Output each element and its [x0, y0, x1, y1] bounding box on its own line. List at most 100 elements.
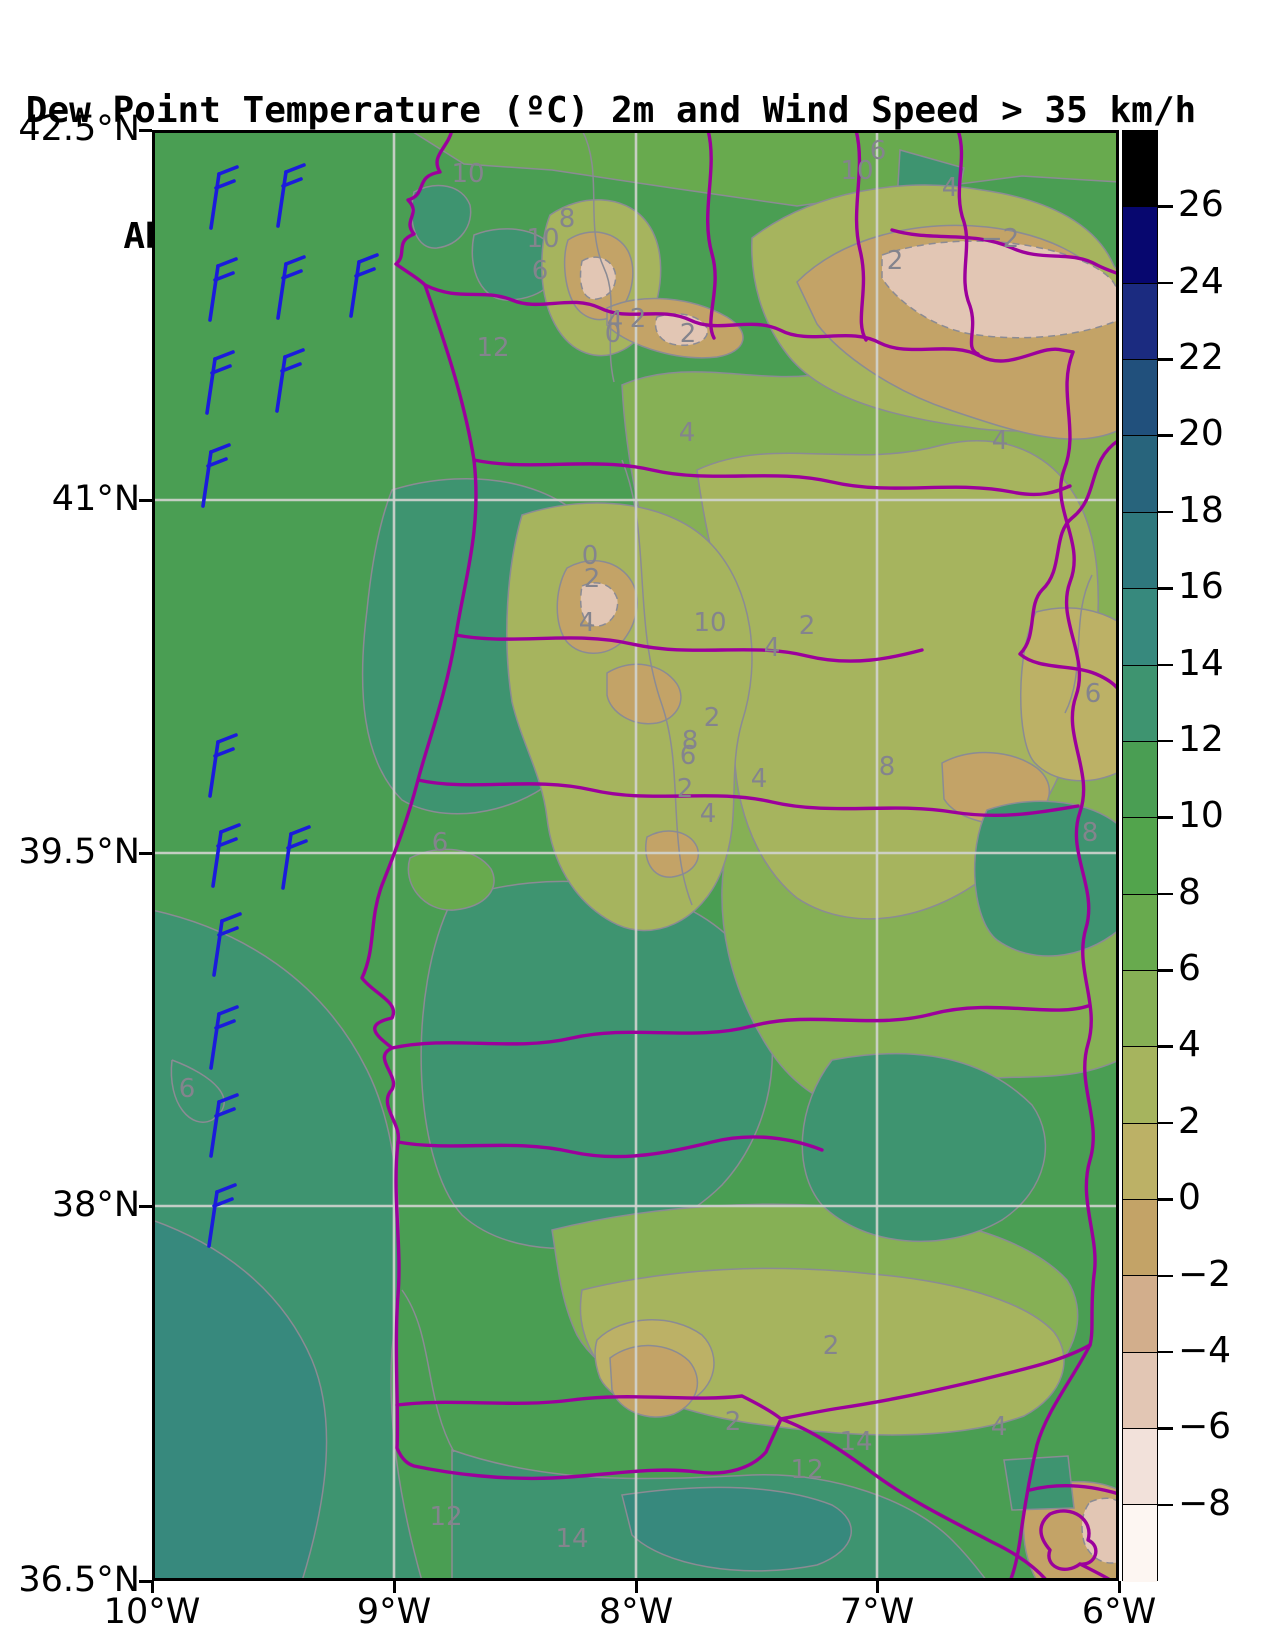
contour-fill-patches: [152, 130, 1119, 1581]
colorbar-tick-mark: [1158, 1121, 1173, 1125]
wind-barb-icon: [209, 165, 239, 230]
contour-label: 6: [680, 741, 697, 771]
colorbar-tick-mark: [1158, 663, 1173, 667]
colorbar-band: [1123, 665, 1157, 742]
colorbar-tick-mark: [1158, 1427, 1173, 1430]
y-tick-label: 39.5°N: [18, 832, 140, 872]
contour-label: 2: [630, 304, 647, 334]
wind-barb-icon: [281, 825, 311, 890]
contour-label: 6: [179, 1074, 196, 1104]
contour-label: 2: [887, 246, 904, 276]
colorbar-tick-label: 2: [1178, 1100, 1201, 1142]
colorbar-band: [1123, 1276, 1157, 1353]
contour-label: 4: [942, 173, 959, 203]
title-line-1: Dew Point Temperature (ºC) 2m and Wind S…: [25, 90, 1197, 131]
y-tick-label: 42.5°N: [18, 109, 140, 149]
colorbar-tick-mark: [1158, 358, 1173, 361]
colorbar-band: [1123, 1352, 1157, 1430]
contour-label: 12: [476, 333, 509, 363]
colorbar-tick-mark: [1158, 434, 1173, 437]
colorbar-band: [1123, 741, 1157, 819]
wind-barb-icon: [208, 733, 238, 798]
contour-label: 8: [879, 752, 896, 782]
fill-region: [973, 800, 1119, 957]
colorbar-band: [1123, 360, 1157, 437]
fill-region: [411, 184, 472, 249]
colorbar-band: [1123, 1505, 1157, 1582]
colorbar-tick-mark: [1158, 1503, 1173, 1507]
x-tick-mark: [151, 1581, 154, 1593]
colorbar-tick-mark: [1158, 816, 1173, 819]
colorbar-tick-mark: [1158, 281, 1173, 285]
contour-label: 0: [605, 319, 622, 349]
y-tick-mark: [139, 1205, 152, 1208]
x-tick-mark: [393, 1581, 396, 1593]
colorbar-band: [1123, 1123, 1157, 1201]
colorbar-tick-label: 12: [1178, 718, 1224, 760]
colorbar-tick-mark: [1158, 739, 1173, 743]
contour-label: 10: [840, 156, 873, 186]
x-tick-label: 7°W: [839, 1592, 915, 1632]
y-tick-label: 41°N: [51, 479, 140, 519]
admin-borders: [360, 130, 1119, 1581]
colorbar-tick-label: 6: [1178, 948, 1201, 990]
colorbar-band: [1123, 1200, 1157, 1277]
wind-barb-icon: [209, 1093, 239, 1158]
colorbar-band: [1123, 894, 1157, 971]
colorbar-band: [1123, 512, 1157, 590]
fill-region: [1003, 1455, 1075, 1511]
fill-region: [1020, 607, 1119, 782]
colorbar-tick-label: 0: [1178, 1177, 1201, 1219]
wind-barb-icon: [207, 1183, 237, 1248]
x-tick-label: 9°W: [356, 1592, 432, 1632]
contour-label: 10: [451, 159, 484, 189]
colorbar-tick-label: 10: [1178, 795, 1224, 837]
colorbar-tick-label: 26: [1178, 184, 1224, 226]
colorbar-tick-mark: [1158, 205, 1173, 208]
colorbar-tick-mark: [1158, 969, 1173, 972]
colorbar-band: [1123, 589, 1157, 666]
y-tick-mark: [139, 499, 152, 502]
contour-label: 4: [700, 799, 717, 829]
x-tick-mark: [1118, 1581, 1121, 1593]
contour-label: 2: [823, 1331, 840, 1361]
fill-region-dry: [579, 256, 617, 300]
colorbar-tick-mark: [1158, 1045, 1173, 1048]
map-frame: [152, 130, 1119, 1581]
x-tick-mark: [635, 1581, 638, 1593]
contour-label: 4: [764, 633, 781, 663]
wind-barb-icon: [209, 1005, 239, 1070]
colorbar-band: [1123, 970, 1157, 1048]
contour-label: 12: [429, 1502, 462, 1532]
contour-label: 4: [679, 418, 696, 448]
colorbar-tick-label: −8: [1178, 1482, 1232, 1524]
contour-label: 4: [607, 306, 624, 336]
wind-barb-icon: [212, 912, 242, 977]
colorbar: [1122, 130, 1158, 1582]
x-tick-label: 8°W: [598, 1592, 674, 1632]
colorbar-tick-mark: [1158, 1198, 1173, 1201]
x-tick-label: 6°W: [1081, 1592, 1157, 1632]
contour-label: 4: [992, 426, 1009, 456]
colorbar-tick-mark: [1158, 510, 1173, 514]
contour-label: 14: [839, 1427, 872, 1457]
fill-region: [801, 1052, 1047, 1243]
fill-region: [609, 1344, 699, 1418]
colorbar-tick-label: −2: [1178, 1253, 1232, 1295]
contour-label: 6: [870, 136, 887, 166]
wind-barb-icon: [349, 253, 379, 318]
colorbar-tick-label: 24: [1178, 260, 1224, 302]
colorbar-band: [1123, 131, 1157, 208]
colorbar-tick-label: −4: [1178, 1329, 1232, 1371]
contour-label: 10: [526, 224, 559, 254]
y-tick-label: 36.5°N: [18, 1560, 140, 1600]
contour-label: 8: [559, 204, 576, 234]
wind-barb-icon: [276, 255, 306, 320]
y-tick-mark: [139, 1580, 152, 1583]
colorbar-tick-label: 16: [1178, 566, 1224, 608]
contour-label: 14: [555, 1524, 588, 1554]
colorbar-tick-mark: [1158, 1350, 1173, 1354]
